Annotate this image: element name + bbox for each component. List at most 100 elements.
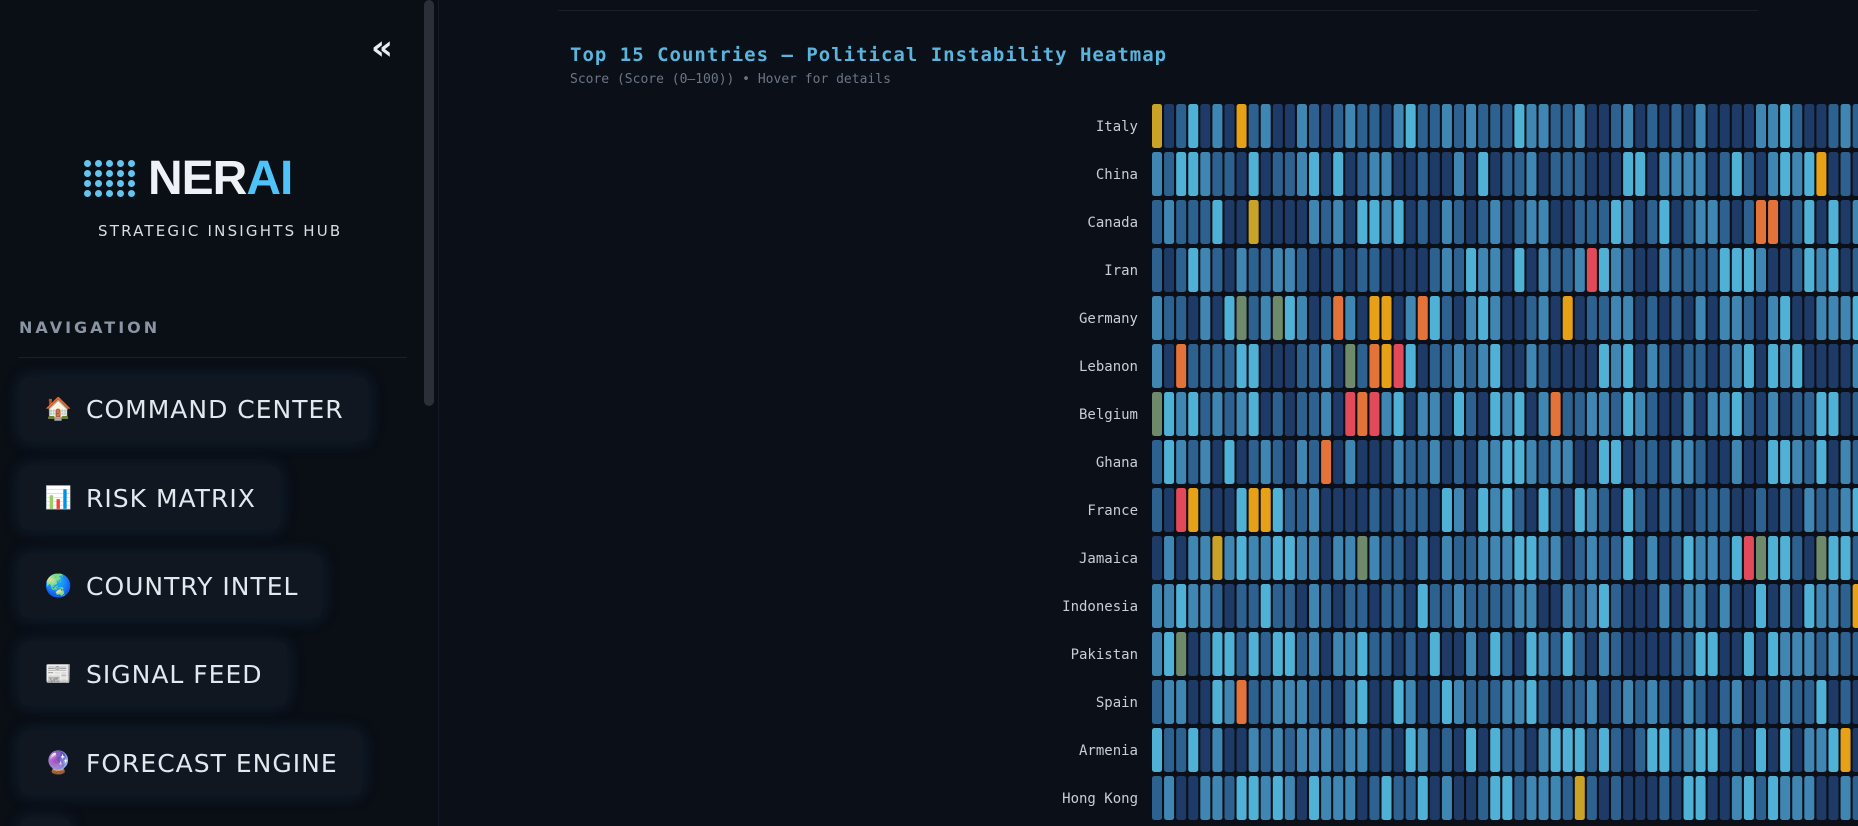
heatmap-cell[interactable] xyxy=(1490,104,1501,148)
heatmap-cell[interactable] xyxy=(1707,104,1718,148)
heatmap-cell[interactable] xyxy=(1623,296,1634,340)
heatmap-cell[interactable] xyxy=(1840,104,1851,148)
heatmap-cell[interactable] xyxy=(1792,392,1803,436)
heatmap-cell[interactable] xyxy=(1586,200,1597,244)
heatmap-cell[interactable] xyxy=(1176,584,1187,628)
heatmap-cell[interactable] xyxy=(1284,584,1295,628)
heatmap-cell[interactable] xyxy=(1466,344,1477,388)
heatmap-cell[interactable] xyxy=(1236,344,1247,388)
heatmap-cell[interactable] xyxy=(1345,584,1356,628)
heatmap-cell[interactable] xyxy=(1635,776,1646,820)
heatmap-cell[interactable] xyxy=(1647,536,1658,580)
heatmap-cell[interactable] xyxy=(1212,248,1223,292)
heatmap-cell[interactable] xyxy=(1526,440,1537,484)
heatmap-cell[interactable] xyxy=(1804,104,1815,148)
heatmap-cell[interactable] xyxy=(1756,776,1766,820)
heatmap-cell[interactable] xyxy=(1719,344,1730,388)
heatmap-cell[interactable] xyxy=(1309,488,1320,532)
heatmap-cell[interactable] xyxy=(1707,392,1718,436)
heatmap-cell[interactable] xyxy=(1164,392,1175,436)
heatmap-cell[interactable] xyxy=(1647,200,1658,244)
heatmap-cell[interactable] xyxy=(1840,200,1851,244)
heatmap-cell[interactable] xyxy=(1695,152,1706,196)
heatmap-cell[interactable] xyxy=(1574,200,1585,244)
heatmap-cell[interactable] xyxy=(1514,104,1525,148)
heatmap-cell[interactable] xyxy=(1188,728,1199,772)
heatmap-cell[interactable] xyxy=(1272,536,1283,580)
heatmap-cell[interactable] xyxy=(1333,632,1344,676)
heatmap-cell[interactable] xyxy=(1309,392,1320,436)
heatmap-cell[interactable] xyxy=(1526,776,1537,820)
heatmap-cell[interactable] xyxy=(1212,776,1223,820)
heatmap-cell[interactable] xyxy=(1381,296,1392,340)
heatmap-cell[interactable] xyxy=(1502,488,1513,532)
heatmap-cell[interactable] xyxy=(1780,152,1791,196)
heatmap-cell[interactable] xyxy=(1272,776,1283,820)
heatmap-cell[interactable] xyxy=(1502,632,1513,676)
heatmap-cell[interactable] xyxy=(1623,440,1634,484)
heatmap-cell[interactable] xyxy=(1526,152,1537,196)
heatmap-cell[interactable] xyxy=(1562,152,1573,196)
heatmap-cell[interactable] xyxy=(1562,200,1573,244)
heatmap-cell[interactable] xyxy=(1538,344,1549,388)
heatmap-cell[interactable] xyxy=(1393,680,1404,724)
heatmap-cell[interactable] xyxy=(1333,296,1344,340)
heatmap-cell[interactable] xyxy=(1514,536,1525,580)
heatmap-cell[interactable] xyxy=(1417,440,1428,484)
heatmap-cell[interactable] xyxy=(1611,392,1622,436)
heatmap-cell[interactable] xyxy=(1454,584,1464,628)
heatmap-cell[interactable] xyxy=(1345,392,1356,436)
heatmap-cell[interactable] xyxy=(1345,728,1356,772)
heatmap-cell[interactable] xyxy=(1236,728,1247,772)
heatmap-cell[interactable] xyxy=(1695,392,1706,436)
heatmap-cell[interactable] xyxy=(1224,488,1235,532)
heatmap-cell[interactable] xyxy=(1176,392,1187,436)
heatmap-cell[interactable] xyxy=(1321,536,1332,580)
heatmap-cell[interactable] xyxy=(1176,296,1187,340)
heatmap-cell[interactable] xyxy=(1369,248,1380,292)
heatmap-cell[interactable] xyxy=(1743,776,1754,820)
heatmap-cell[interactable] xyxy=(1152,344,1162,388)
heatmap-cell[interactable] xyxy=(1333,680,1344,724)
heatmap-cell[interactable] xyxy=(1466,536,1477,580)
heatmap-cell[interactable] xyxy=(1176,632,1187,676)
heatmap-cell[interactable] xyxy=(1248,392,1259,436)
heatmap-cell[interactable] xyxy=(1441,104,1452,148)
heatmap-cell[interactable] xyxy=(1212,728,1223,772)
heatmap-cell[interactable] xyxy=(1659,632,1670,676)
heatmap-cell[interactable] xyxy=(1200,488,1211,532)
heatmap-cell[interactable] xyxy=(1756,392,1766,436)
heatmap-cell[interactable] xyxy=(1840,440,1851,484)
heatmap-cell[interactable] xyxy=(1284,488,1295,532)
heatmap-cell[interactable] xyxy=(1756,296,1766,340)
heatmap-cell[interactable] xyxy=(1381,248,1392,292)
heatmap-cell[interactable] xyxy=(1417,488,1428,532)
heatmap-cell[interactable] xyxy=(1816,536,1827,580)
heatmap-cell[interactable] xyxy=(1248,584,1259,628)
heatmap-cell[interactable] xyxy=(1756,584,1766,628)
heatmap-cell[interactable] xyxy=(1429,440,1440,484)
heatmap-cell[interactable] xyxy=(1393,200,1404,244)
heatmap-cell[interactable] xyxy=(1188,200,1199,244)
heatmap-cell[interactable] xyxy=(1200,776,1211,820)
heatmap-cell[interactable] xyxy=(1780,728,1791,772)
heatmap-cell[interactable] xyxy=(1828,776,1839,820)
heatmap-cell[interactable] xyxy=(1236,680,1247,724)
heatmap-cell[interactable] xyxy=(1212,488,1223,532)
heatmap-cell[interactable] xyxy=(1369,440,1380,484)
heatmap-cell[interactable] xyxy=(1562,728,1573,772)
heatmap-cell[interactable] xyxy=(1152,536,1162,580)
heatmap-cell[interactable] xyxy=(1659,776,1670,820)
heatmap-cell[interactable] xyxy=(1200,104,1211,148)
heatmap-cell[interactable] xyxy=(1478,776,1489,820)
heatmap-cell[interactable] xyxy=(1598,104,1609,148)
heatmap-cell[interactable] xyxy=(1514,632,1525,676)
heatmap-cell[interactable] xyxy=(1611,200,1622,244)
heatmap-cell[interactable] xyxy=(1188,584,1199,628)
heatmap-cell[interactable] xyxy=(1490,536,1501,580)
heatmap-cell[interactable] xyxy=(1574,632,1585,676)
heatmap-cell[interactable] xyxy=(1719,632,1730,676)
heatmap-cell[interactable] xyxy=(1852,344,1858,388)
heatmap-cell[interactable] xyxy=(1780,296,1791,340)
heatmap-cell[interactable] xyxy=(1381,344,1392,388)
